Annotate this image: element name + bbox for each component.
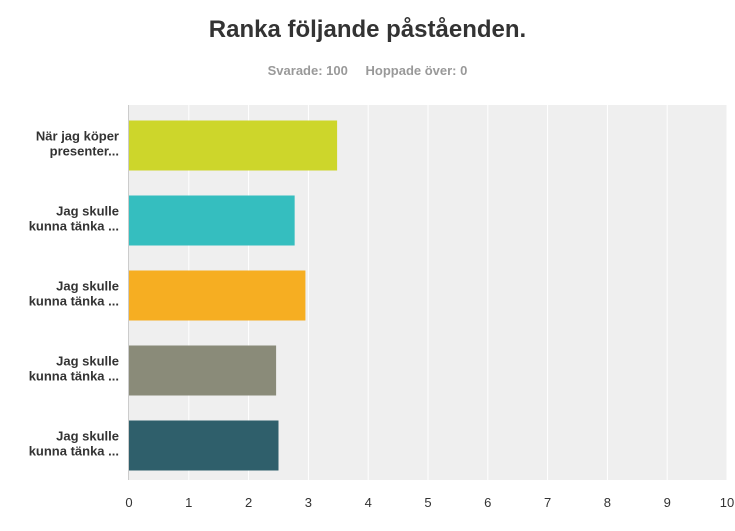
category-label-line: kunna tänka ... <box>29 444 119 459</box>
category-label-line: Jag skulle <box>56 204 119 219</box>
category-label-line: kunna tänka ... <box>29 219 119 234</box>
x-tick-label: 6 <box>484 495 491 510</box>
category-label-line: Jag skulle <box>56 429 119 444</box>
x-tick-label: 2 <box>245 495 252 510</box>
category-label: Jag skulle kunna tänka ... <box>29 354 119 384</box>
category-label-line: Jag skulle <box>56 354 119 369</box>
x-tick-label: 4 <box>365 495 372 510</box>
response-stats: Svarade: 100 Hoppade över: 0 <box>0 63 735 78</box>
bar <box>129 270 306 321</box>
skipped-count: Hoppade över: 0 <box>365 63 468 78</box>
category-label-line: När jag köper <box>36 129 119 144</box>
bar <box>129 195 295 246</box>
answered-count: Svarade: 100 <box>267 63 348 78</box>
category-label: Jag skulle kunna tänka ... <box>29 429 119 459</box>
x-tick-label: 3 <box>305 495 312 510</box>
category-label-line: kunna tänka ... <box>29 294 119 309</box>
x-tick-label: 5 <box>424 495 431 510</box>
bar <box>129 420 279 471</box>
x-tick-label: 10 <box>720 495 734 510</box>
category-label-line: presenter... <box>50 144 119 159</box>
category-label: När jag köper presenter... <box>36 129 119 159</box>
bar <box>129 345 277 396</box>
x-tick-label: 0 <box>125 495 132 510</box>
category-label: Jag skulle kunna tänka ... <box>29 279 119 309</box>
bar <box>129 120 338 171</box>
x-tick-label: 1 <box>185 495 192 510</box>
category-label-line: kunna tänka ... <box>29 369 119 384</box>
category-label: Jag skulle kunna tänka ... <box>29 204 119 234</box>
chart-title: Ranka följande påståenden. <box>208 16 527 43</box>
x-tick-label: 7 <box>544 495 551 510</box>
x-tick-label: 8 <box>604 495 611 510</box>
category-label-line: Jag skulle <box>56 279 119 294</box>
x-tick-label: 9 <box>664 495 671 510</box>
